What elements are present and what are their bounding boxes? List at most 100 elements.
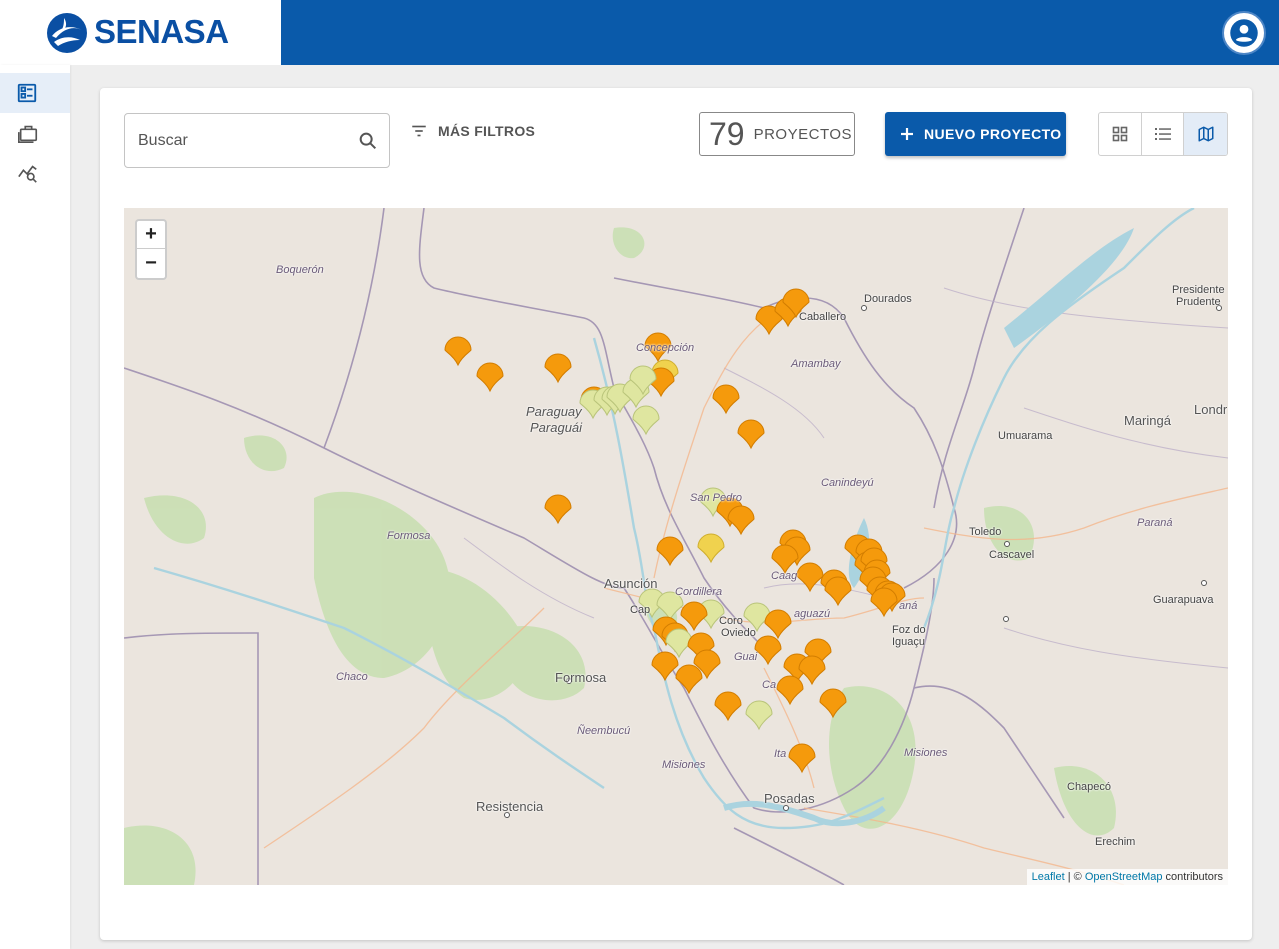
project-marker[interactable] <box>693 649 721 680</box>
map-label-cascavel: Cascavel <box>989 549 1035 561</box>
map-label-erechim: Erechim <box>1095 836 1136 848</box>
map-label-guaira: Guai <box>734 651 758 663</box>
project-marker[interactable] <box>632 405 660 436</box>
project-markers[interactable] <box>444 288 906 774</box>
project-map[interactable]: Boquerón Dourados Caballero Concepción A… <box>124 208 1228 885</box>
zoom-in-button[interactable]: + <box>137 221 165 249</box>
zoom-out-button[interactable]: − <box>145 251 157 274</box>
project-marker[interactable] <box>764 609 792 640</box>
map-label-neembucu: Ñeembucú <box>577 725 631 737</box>
openstreetmap-link[interactable]: OpenStreetMap <box>1084 871 1163 883</box>
map-label-concepcion: Concepción <box>636 342 695 354</box>
project-count: 79 <box>709 115 745 152</box>
project-marker[interactable] <box>675 664 703 695</box>
list-view-button[interactable] <box>1142 113 1185 155</box>
project-marker[interactable] <box>798 655 826 686</box>
project-marker[interactable] <box>629 365 657 396</box>
project-marker[interactable] <box>714 691 742 722</box>
map-label-coronel: Coro <box>719 615 743 627</box>
side-navigation <box>0 65 70 949</box>
project-marker[interactable] <box>745 700 773 731</box>
more-filters-button[interactable]: MÁS FILTROS <box>410 118 535 144</box>
leaflet-link[interactable]: Leaflet <box>1031 871 1065 883</box>
project-marker[interactable] <box>754 635 782 666</box>
map-tiles[interactable] <box>124 208 1228 885</box>
top-app-bar: SENASA <box>0 0 1279 65</box>
nav-dashboard[interactable] <box>0 73 70 113</box>
map-label-misiones-ar: Misiones <box>904 747 948 759</box>
zoom-control: + − <box>135 219 167 280</box>
project-marker[interactable] <box>776 675 804 706</box>
project-marker[interactable] <box>656 591 684 622</box>
project-marker[interactable] <box>824 576 852 607</box>
attribution-suffix: contributors <box>1162 871 1223 883</box>
map-label-paraguai: Paraguái <box>530 420 583 435</box>
senasa-logo-icon <box>47 13 87 53</box>
nav-projects[interactable] <box>0 113 70 153</box>
map-label-amambay: Amambay <box>791 358 841 370</box>
grid-view-button[interactable] <box>1099 113 1142 155</box>
view-mode-toggle <box>1098 112 1228 156</box>
search-icon[interactable] <box>357 130 379 152</box>
more-filters-label: MÁS FILTROS <box>438 123 536 139</box>
map-label-canindeyu: Canindeyú <box>821 477 874 489</box>
nav-analytics[interactable] <box>0 153 70 193</box>
filter-list-icon <box>412 125 426 137</box>
project-marker[interactable] <box>755 305 783 336</box>
map-attribution: Leaflet | © OpenStreetMap contributors <box>1026 869 1228 885</box>
map-label-caazapa: Ca <box>762 679 777 691</box>
list-view-icon <box>1154 128 1171 140</box>
search-input[interactable] <box>125 114 345 167</box>
map-label-posadas: Posadas <box>764 791 815 806</box>
search-field[interactable] <box>124 113 390 168</box>
map-label-parana-river: aná <box>899 600 918 612</box>
grid-view-icon <box>1112 126 1128 142</box>
project-marker[interactable] <box>644 332 672 363</box>
project-marker[interactable] <box>796 562 824 593</box>
map-label-capital: Cap <box>630 604 651 616</box>
map-label-formosa-region: Formosa <box>387 530 431 542</box>
new-project-button[interactable]: NUEVO PROYECTO <box>885 112 1066 156</box>
user-account-button[interactable] <box>1222 11 1266 55</box>
account-circle-icon <box>1230 19 1258 47</box>
map-label-guarapuava: Guarapuava <box>1153 594 1214 606</box>
map-label-paraguay: Paraguay <box>526 404 582 419</box>
map-view-icon <box>1198 126 1214 142</box>
map-label-iguacu: Iguaçu <box>892 636 926 648</box>
map-label-asuncion: Asunción <box>604 576 658 591</box>
project-marker[interactable] <box>819 688 847 719</box>
map-view-button[interactable] <box>1184 113 1227 155</box>
project-marker[interactable] <box>687 632 715 663</box>
project-marker[interactable] <box>737 419 765 450</box>
map-label-resistencia: Resistencia <box>476 799 544 814</box>
map-label-san-pedro: San Pedro <box>690 492 742 504</box>
project-marker[interactable] <box>544 353 572 384</box>
project-marker[interactable] <box>697 533 725 564</box>
project-marker[interactable] <box>771 544 799 575</box>
map-label-oviedo: Oviedo <box>721 627 756 639</box>
project-marker[interactable] <box>788 743 816 774</box>
map-label-caag: Caag <box>771 570 798 582</box>
project-marker[interactable] <box>444 336 472 367</box>
map-label-umuarama: Umuarama <box>998 430 1053 442</box>
map-label-maringa: Maringá <box>1124 413 1171 428</box>
map-label-londrina: Londr <box>1194 402 1228 417</box>
map-label-chapeco: Chapecó <box>1067 781 1112 793</box>
project-marker[interactable] <box>727 505 755 536</box>
map-label-presidente: Presidente <box>1172 284 1225 296</box>
project-marker[interactable] <box>712 384 740 415</box>
project-marker[interactable] <box>651 651 679 682</box>
project-marker[interactable] <box>680 601 708 632</box>
map-label-prudente: Prudente <box>1176 296 1221 308</box>
briefcase-icon <box>18 125 38 143</box>
project-marker[interactable] <box>476 362 504 393</box>
map-label-foz: Foz do <box>892 624 926 636</box>
project-marker[interactable] <box>870 587 898 618</box>
map-label-toledo: Toledo <box>969 526 1002 538</box>
analytics-search-icon <box>18 165 37 183</box>
logo-container[interactable]: SENASA <box>0 0 281 65</box>
project-marker[interactable] <box>544 494 572 525</box>
project-marker[interactable] <box>656 536 684 567</box>
project-marker[interactable] <box>782 288 810 319</box>
project-marker[interactable] <box>804 638 832 669</box>
